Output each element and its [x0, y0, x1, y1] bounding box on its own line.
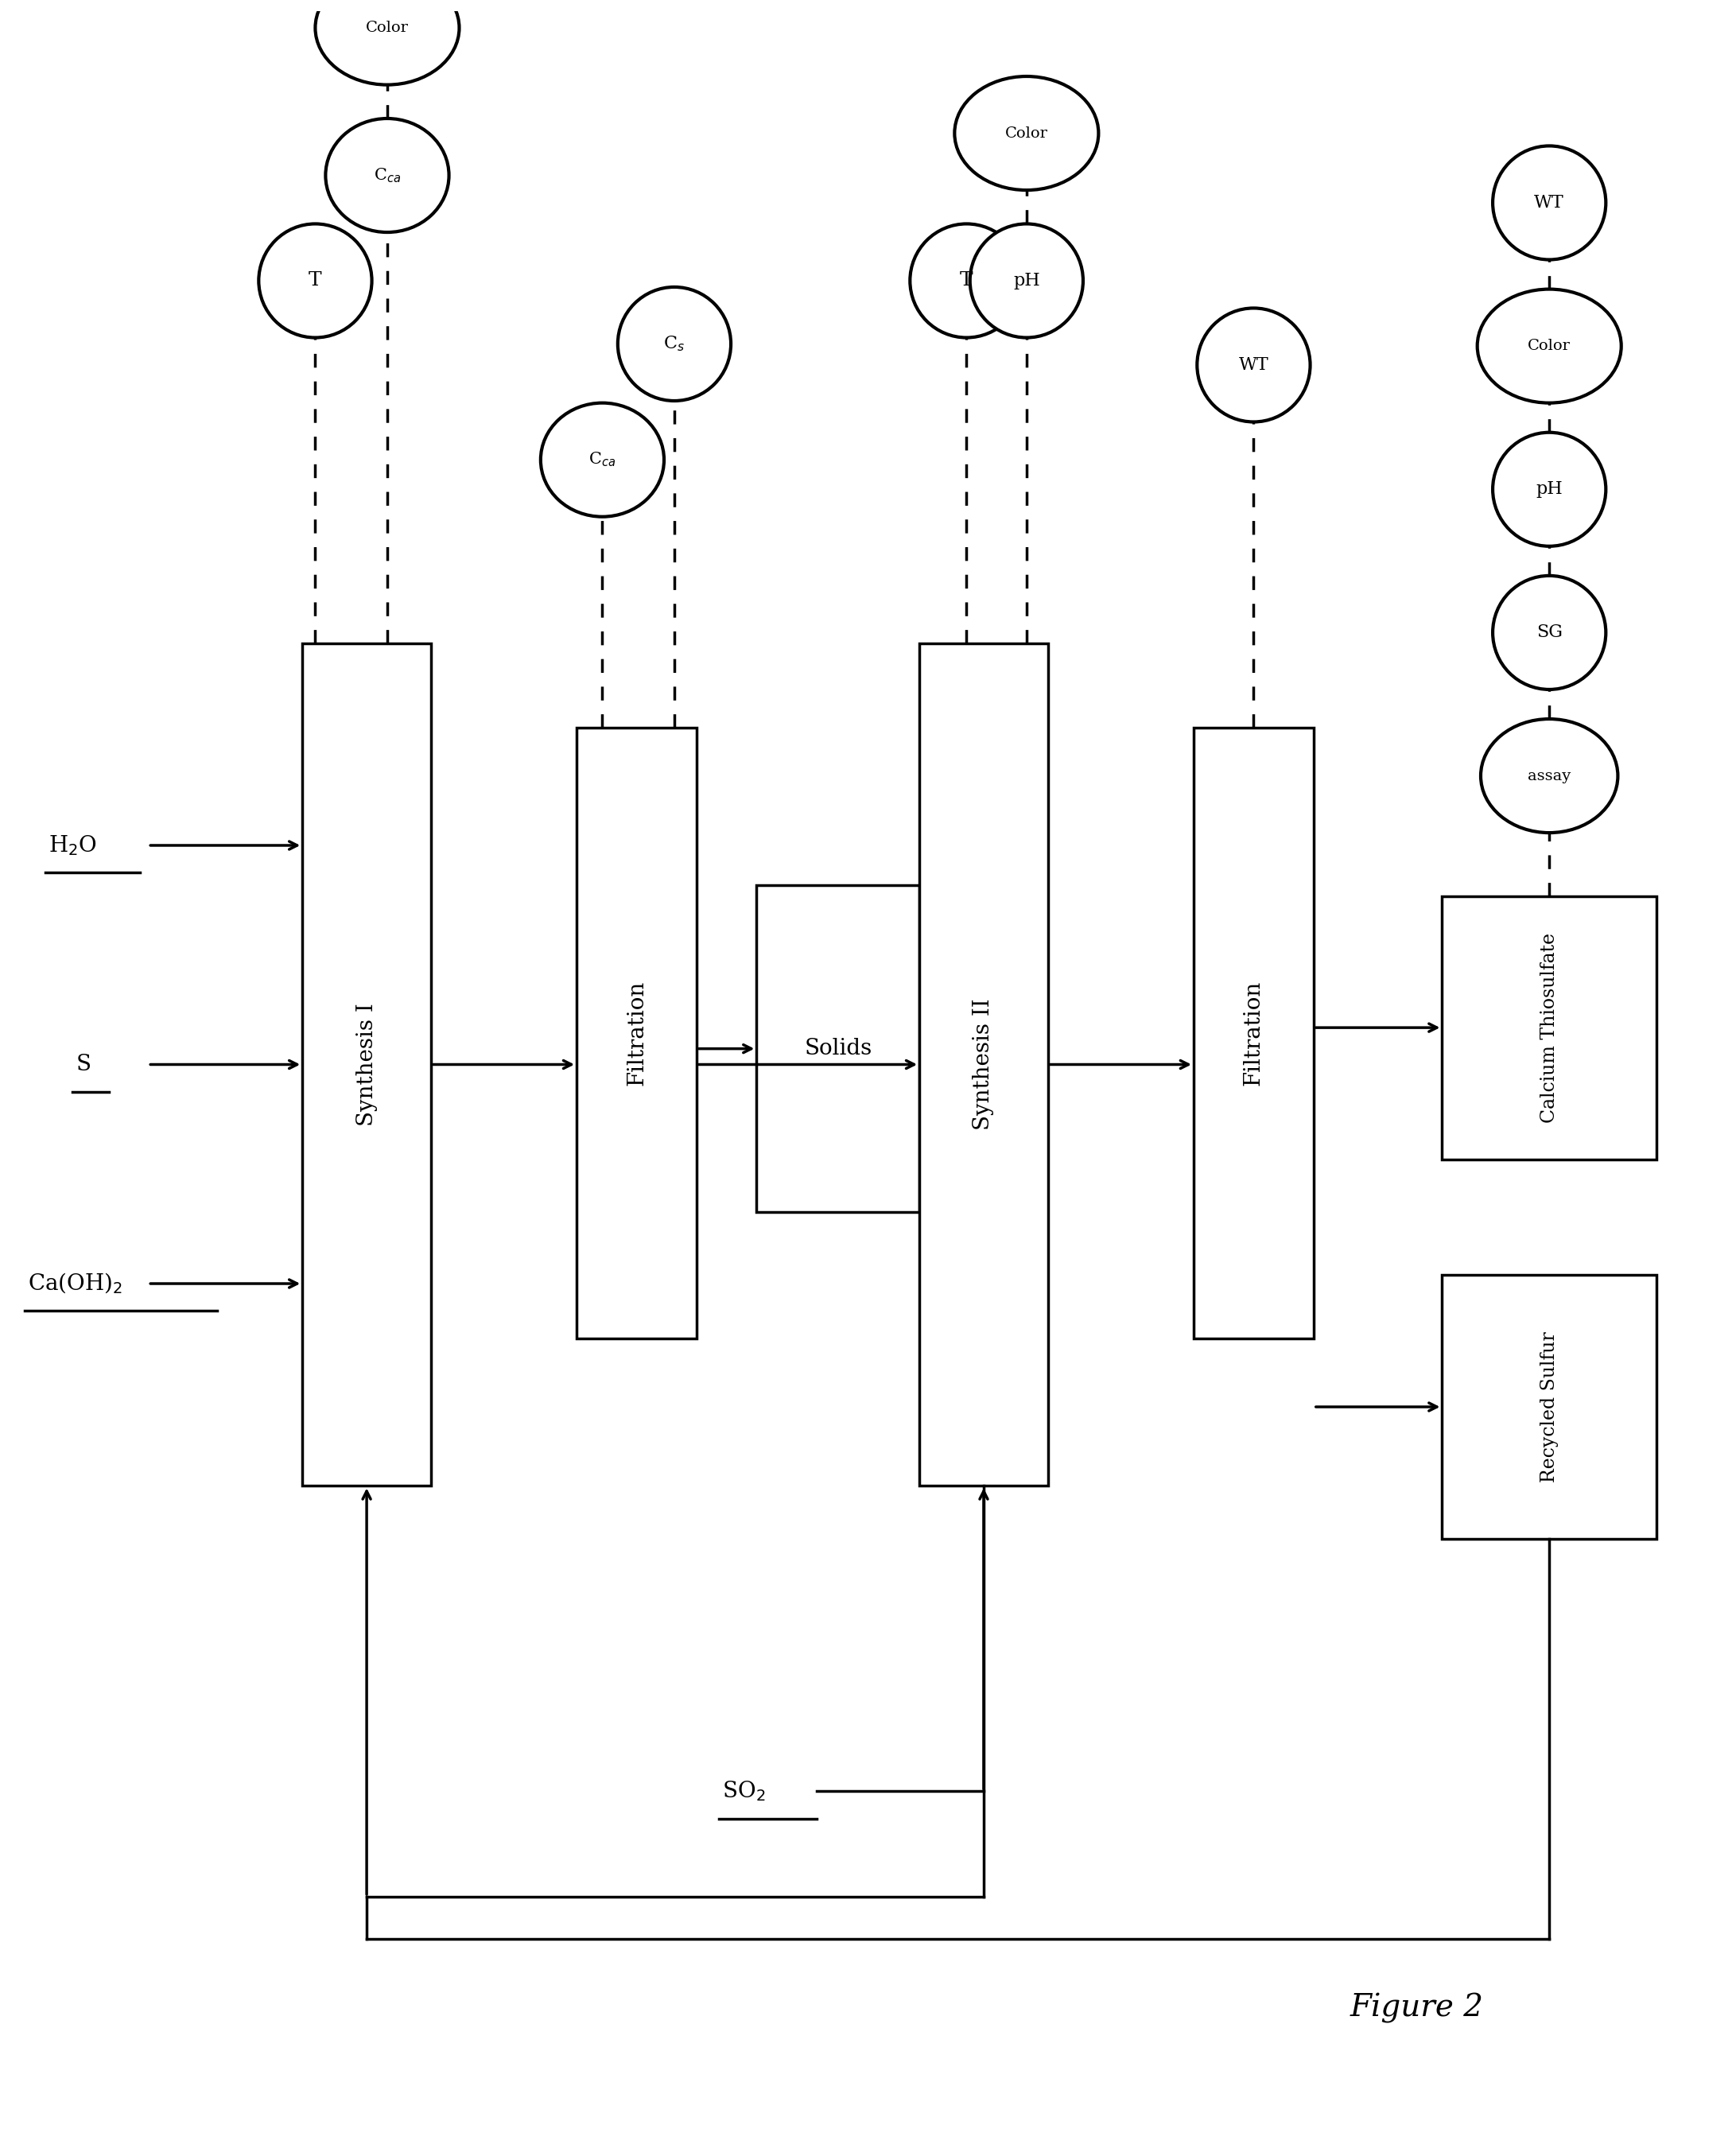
Text: Synthesis II: Synthesis II — [972, 999, 995, 1130]
Text: WT: WT — [1238, 356, 1269, 375]
FancyBboxPatch shape — [920, 643, 1049, 1486]
Text: assay: assay — [1528, 769, 1571, 783]
Ellipse shape — [326, 119, 450, 232]
FancyBboxPatch shape — [1443, 896, 1656, 1160]
Ellipse shape — [540, 402, 665, 517]
Text: S: S — [76, 1054, 92, 1075]
Text: SG: SG — [1536, 624, 1562, 641]
FancyBboxPatch shape — [1443, 1275, 1656, 1539]
Ellipse shape — [955, 77, 1099, 189]
Ellipse shape — [910, 224, 1023, 339]
FancyBboxPatch shape — [757, 886, 920, 1211]
Text: Calcium Thiosulfate: Calcium Thiosulfate — [1540, 933, 1559, 1122]
Text: T: T — [960, 273, 974, 290]
Text: Filtration: Filtration — [1243, 979, 1264, 1086]
Ellipse shape — [618, 287, 731, 400]
Ellipse shape — [1477, 290, 1621, 402]
Text: Filtration: Filtration — [627, 979, 648, 1086]
Text: pH: pH — [1536, 481, 1562, 498]
Text: pH: pH — [1014, 273, 1040, 290]
Ellipse shape — [316, 0, 460, 85]
Text: Color: Color — [1005, 126, 1049, 141]
Text: Ca(OH)$_2$: Ca(OH)$_2$ — [28, 1271, 123, 1297]
Ellipse shape — [970, 224, 1083, 339]
FancyBboxPatch shape — [576, 728, 696, 1339]
Text: SO$_2$: SO$_2$ — [722, 1780, 766, 1803]
Text: Color: Color — [366, 21, 408, 34]
FancyBboxPatch shape — [302, 643, 431, 1486]
Text: C$_{ca}$: C$_{ca}$ — [373, 166, 401, 185]
Text: Figure 2: Figure 2 — [1349, 1993, 1483, 2023]
Text: Color: Color — [1528, 339, 1571, 353]
Ellipse shape — [1198, 309, 1311, 422]
Text: H$_2$O: H$_2$O — [49, 835, 97, 858]
Ellipse shape — [1493, 432, 1606, 547]
Text: C$_s$: C$_s$ — [663, 334, 686, 353]
Ellipse shape — [1481, 720, 1618, 832]
Text: T: T — [309, 273, 321, 290]
Ellipse shape — [1493, 147, 1606, 260]
Text: WT: WT — [1535, 194, 1564, 211]
FancyBboxPatch shape — [1194, 728, 1314, 1339]
Ellipse shape — [259, 224, 372, 339]
Text: Solids: Solids — [804, 1039, 871, 1060]
Text: Recycled Sulfur: Recycled Sulfur — [1540, 1331, 1559, 1482]
Text: C$_{ca}$: C$_{ca}$ — [589, 451, 616, 468]
Ellipse shape — [1493, 575, 1606, 690]
Text: Synthesis I: Synthesis I — [356, 1003, 377, 1126]
